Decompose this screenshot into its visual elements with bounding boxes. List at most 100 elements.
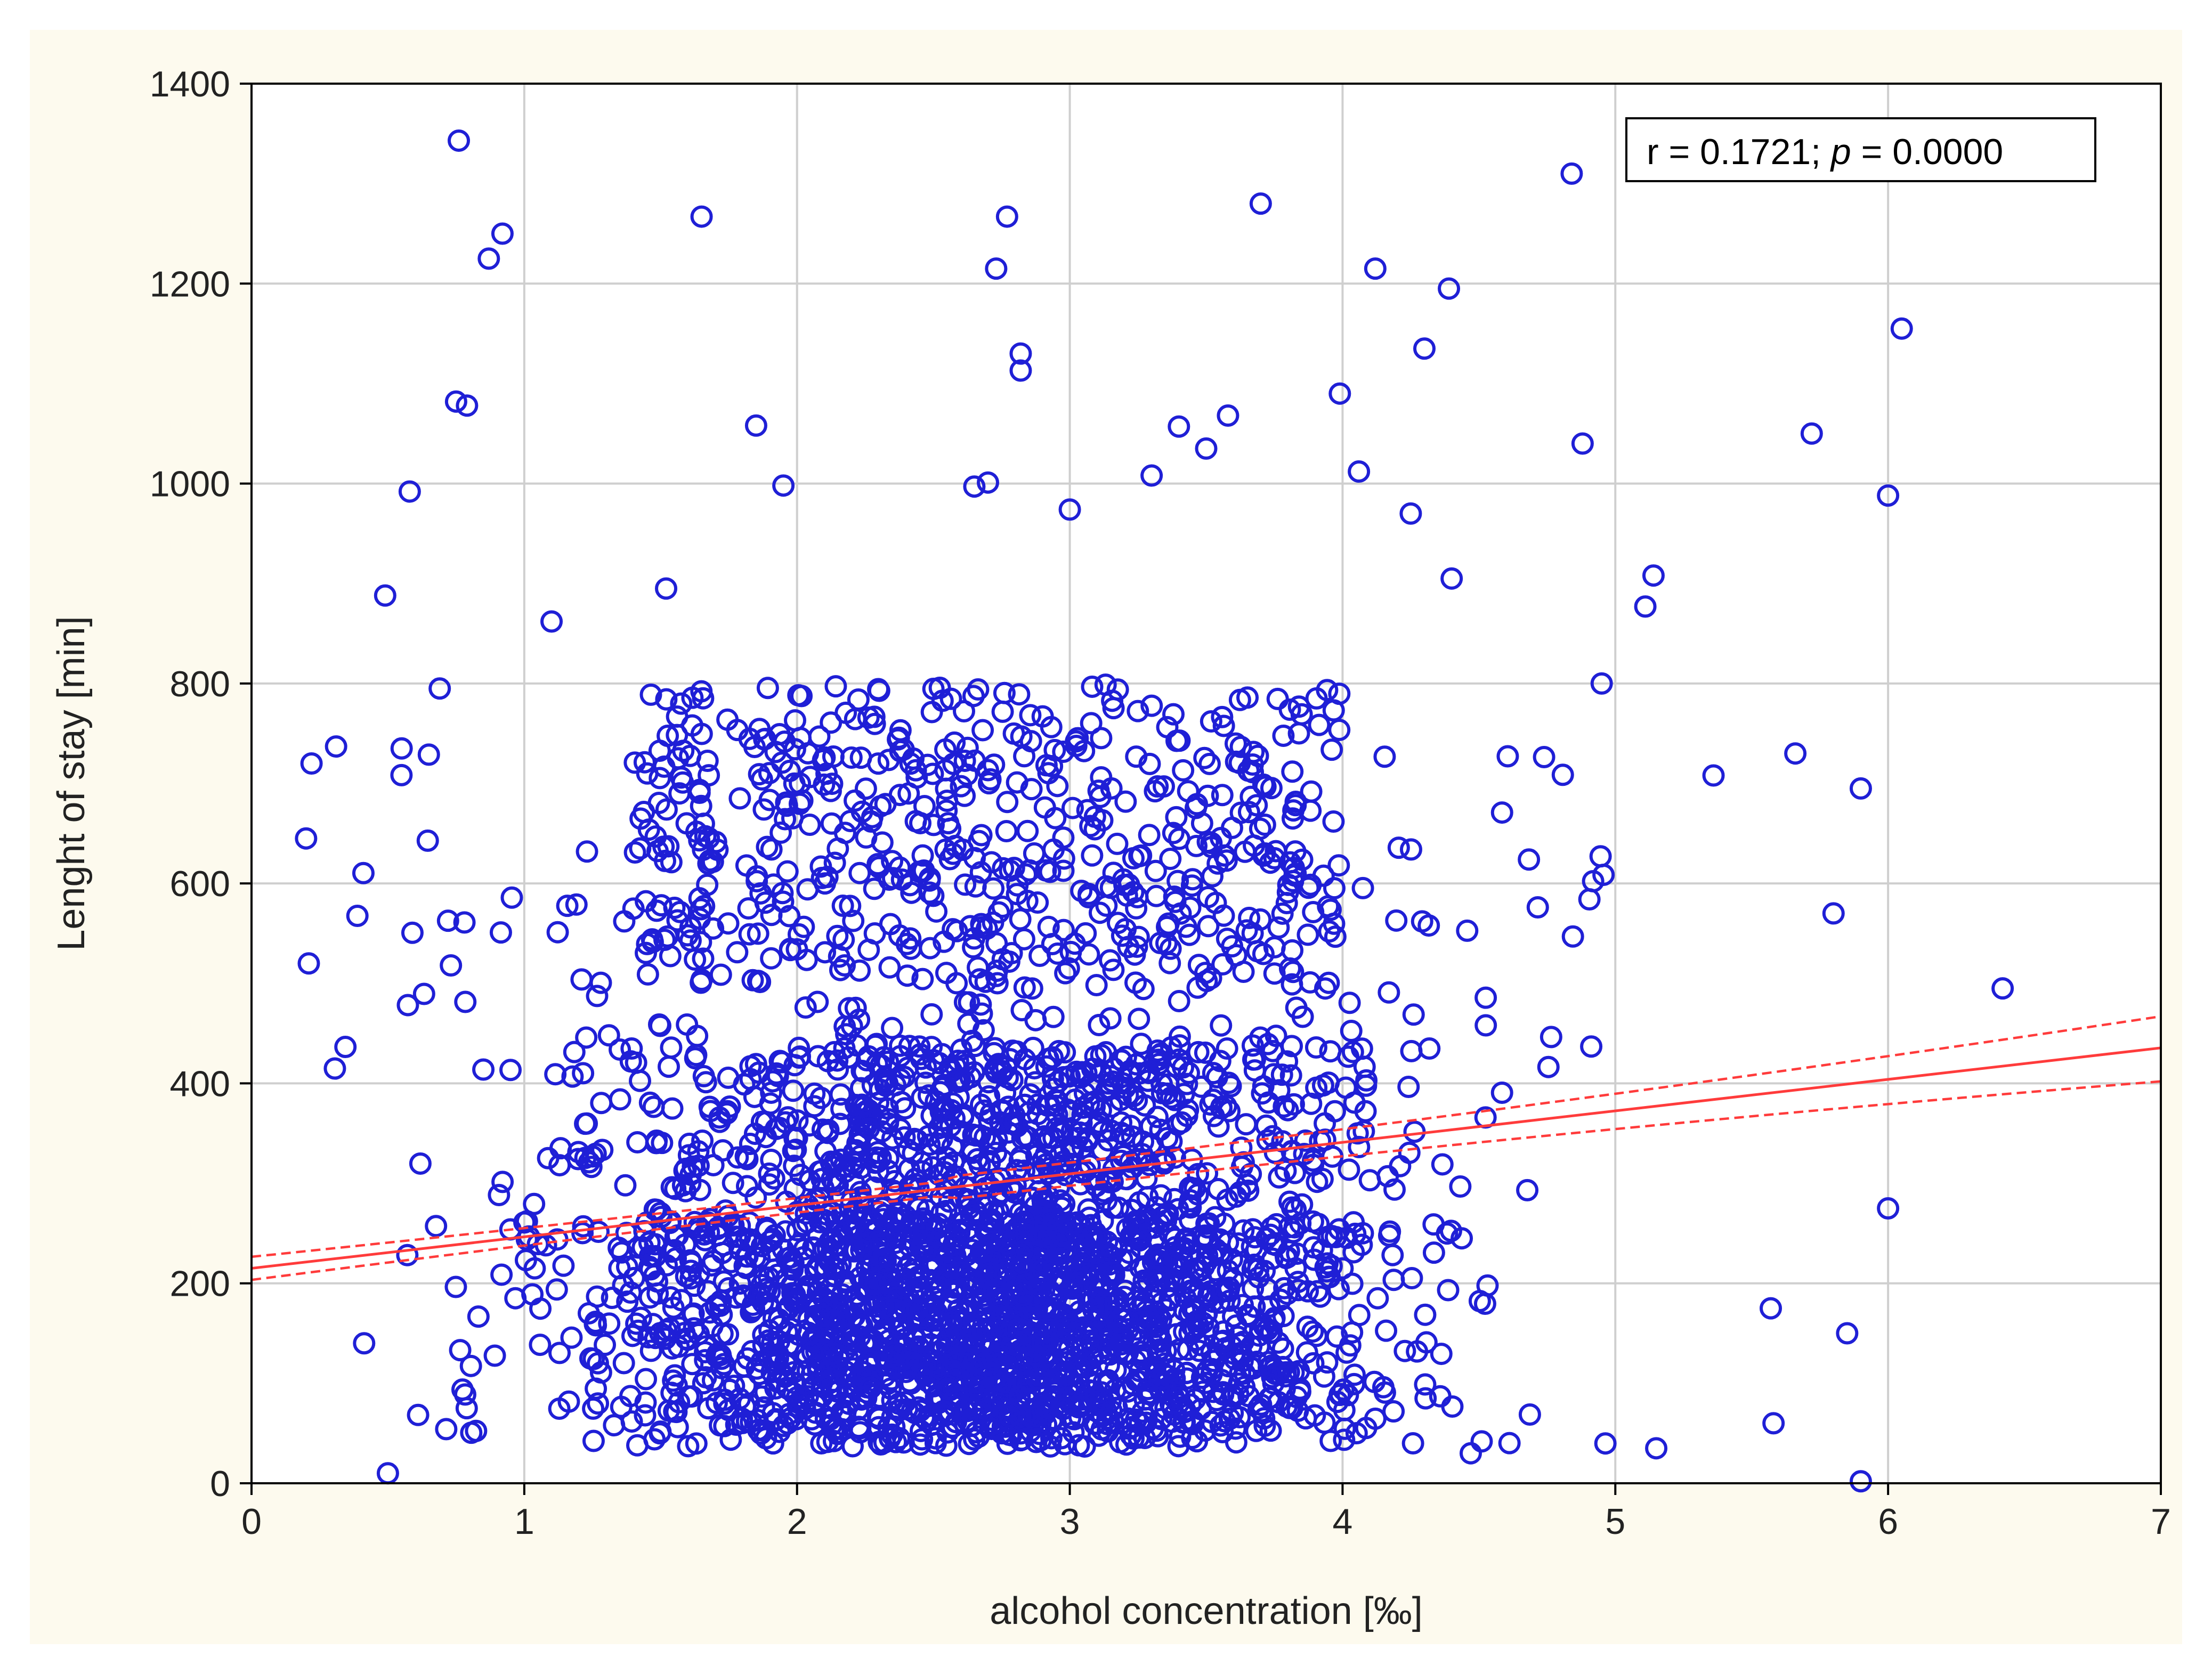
data-point xyxy=(1040,716,1063,738)
data-point xyxy=(1228,1372,1251,1395)
data-point xyxy=(1422,1241,1445,1264)
data-point xyxy=(449,1339,472,1362)
data-point xyxy=(529,1297,552,1320)
data-point xyxy=(821,1397,844,1420)
data-point xyxy=(1026,1288,1049,1311)
data-point xyxy=(849,1386,872,1409)
data-point xyxy=(813,1305,836,1328)
data-point xyxy=(1518,1403,1541,1426)
data-point xyxy=(603,1414,626,1437)
data-point xyxy=(639,1339,662,1362)
data-point xyxy=(1235,1113,1258,1136)
data-point xyxy=(1158,1288,1181,1311)
data-point xyxy=(1760,1297,1782,1320)
data-point xyxy=(978,1085,1001,1108)
data-point xyxy=(1366,1287,1389,1310)
data-point xyxy=(744,1186,767,1209)
data-point xyxy=(1077,886,1100,909)
data-point xyxy=(1099,876,1122,899)
data-point xyxy=(1090,1381,1113,1404)
data-point xyxy=(996,791,1019,814)
data-point xyxy=(881,1017,904,1039)
data-point xyxy=(904,1167,927,1190)
data-point xyxy=(921,762,944,785)
data-point xyxy=(1263,936,1286,959)
data-point xyxy=(855,826,878,849)
y-tick-label: 200 xyxy=(170,1264,230,1304)
data-point xyxy=(1122,1427,1145,1450)
data-point xyxy=(796,878,819,901)
data-point xyxy=(1009,342,1032,365)
data-point xyxy=(655,577,678,600)
data-point xyxy=(1278,957,1301,980)
data-point xyxy=(491,222,514,245)
data-point xyxy=(758,1173,781,1196)
data-point xyxy=(598,1312,621,1335)
data-point xyxy=(1422,1213,1445,1236)
data-point xyxy=(798,814,821,836)
data-point xyxy=(1324,925,1347,948)
data-point xyxy=(1762,1412,1785,1435)
data-point xyxy=(1003,1181,1026,1204)
data-point xyxy=(1097,1369,1120,1392)
data-point xyxy=(489,921,512,944)
regression-lines xyxy=(251,1015,2161,1281)
data-point xyxy=(873,1069,896,1092)
data-point xyxy=(1822,902,1845,925)
data-point xyxy=(738,923,761,946)
data-point xyxy=(1172,759,1195,782)
data-point xyxy=(844,996,867,1019)
data-point xyxy=(636,762,659,785)
data-point xyxy=(1460,1442,1482,1465)
data-point xyxy=(896,964,919,987)
data-point xyxy=(998,1405,1021,1428)
data-point xyxy=(988,1301,1011,1323)
data-point xyxy=(688,782,711,805)
data-point xyxy=(1065,1060,1088,1083)
data-point xyxy=(655,798,678,821)
data-point xyxy=(950,775,973,798)
data-point xyxy=(651,1132,674,1155)
data-point xyxy=(772,1238,795,1261)
data-point xyxy=(587,1221,610,1244)
data-point xyxy=(1115,1168,1138,1191)
data-point xyxy=(807,1281,830,1304)
data-point xyxy=(980,851,1003,874)
data-point xyxy=(889,1034,912,1057)
data-point xyxy=(670,692,693,715)
data-point xyxy=(1300,1092,1323,1115)
data-point xyxy=(910,1282,933,1305)
data-point xyxy=(996,1066,1019,1089)
data-point xyxy=(1228,1332,1251,1355)
data-point xyxy=(874,793,897,816)
data-point xyxy=(1042,838,1065,861)
data-point xyxy=(1490,1082,1513,1104)
data-point xyxy=(638,1091,661,1114)
data-point xyxy=(803,1082,826,1105)
data-point xyxy=(771,751,793,774)
data-point xyxy=(1156,1275,1179,1298)
data-point xyxy=(623,841,646,864)
data-point xyxy=(1035,1190,1058,1213)
data-point xyxy=(754,1380,777,1403)
data-point xyxy=(1082,1298,1105,1321)
data-point xyxy=(795,948,818,971)
data-point xyxy=(1145,1196,1168,1218)
data-point xyxy=(619,1281,642,1304)
data-point xyxy=(1267,1331,1290,1354)
data-point xyxy=(918,867,941,890)
data-point xyxy=(758,1319,781,1342)
data-point xyxy=(1068,1300,1091,1323)
data-point xyxy=(1128,844,1151,867)
data-point xyxy=(1130,1236,1153,1259)
data-point xyxy=(1044,807,1067,830)
data-point xyxy=(1178,923,1201,946)
data-point xyxy=(858,1349,881,1372)
data-point xyxy=(784,709,807,732)
data-point xyxy=(844,789,866,812)
data-point xyxy=(1106,1314,1129,1337)
data-point xyxy=(1156,1202,1179,1225)
data-point xyxy=(736,1148,759,1171)
data-point xyxy=(660,1036,683,1059)
data-point xyxy=(1417,914,1440,937)
